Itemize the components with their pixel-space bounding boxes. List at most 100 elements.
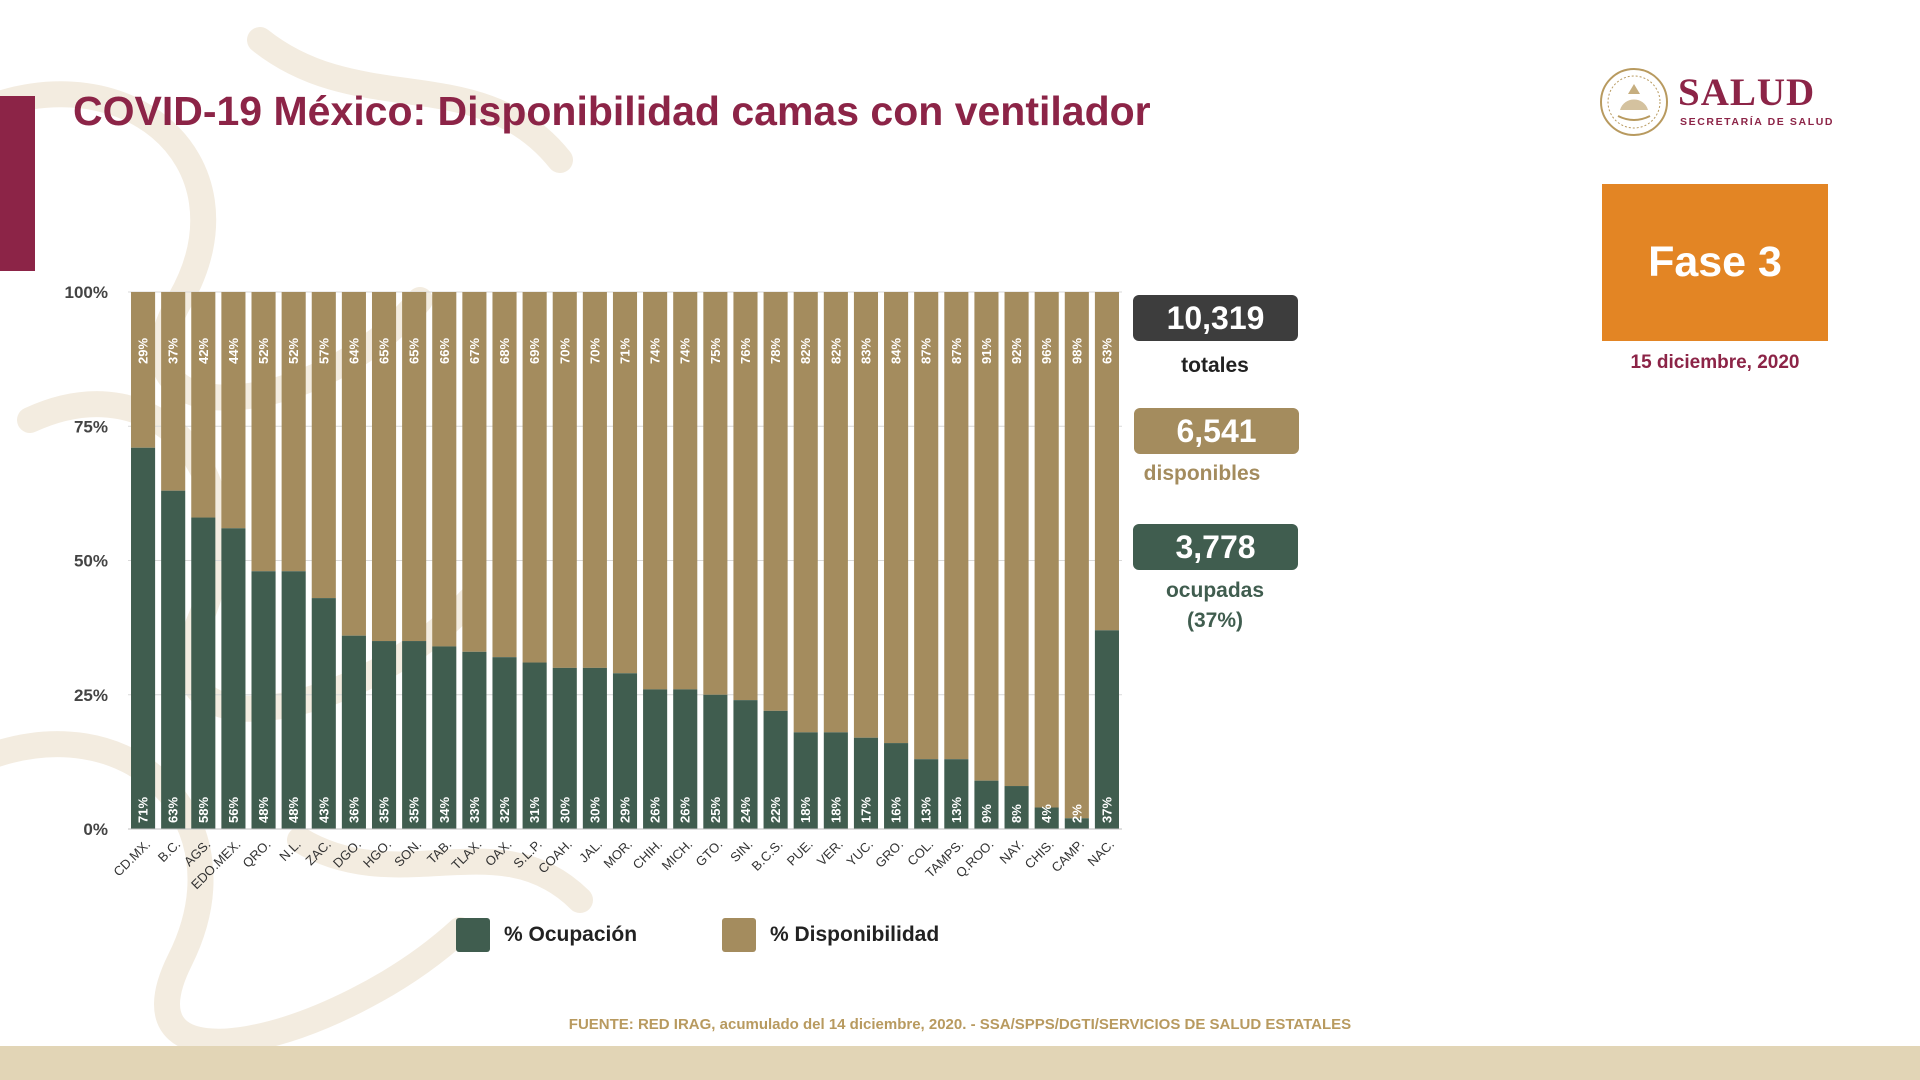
data-label-available: 96% — [1039, 338, 1054, 364]
data-label-occupied: 18% — [828, 797, 843, 823]
bar-occupied — [793, 732, 818, 829]
bar-occupied — [884, 743, 909, 829]
data-label-available: 57% — [316, 338, 331, 364]
logo-wordmark: SALUD — [1678, 71, 1816, 114]
data-label-occupied: 37% — [1099, 797, 1114, 823]
bar-available — [191, 292, 216, 518]
occupied-beds-label: ocupadas — [1165, 579, 1265, 602]
bar-occupied — [944, 759, 969, 829]
data-label-occupied: 25% — [708, 797, 723, 823]
page-title: COVID-19 México: Disponibilidad camas co… — [73, 88, 1151, 134]
bar-available — [341, 292, 366, 636]
y-tick-label: 50% — [74, 552, 108, 571]
data-label-available: 83% — [858, 338, 873, 364]
bar-occupied — [221, 528, 246, 829]
bar-occupied — [371, 641, 397, 829]
bar-occupied — [251, 571, 276, 829]
source-note: FUENTE: RED IRAG, acumulado del 14 dicie… — [568, 1016, 1352, 1033]
data-label-occupied: 9% — [979, 804, 994, 823]
x-tick-label: OAX. — [482, 837, 515, 870]
data-label-occupied: 31% — [527, 797, 542, 823]
data-label-occupied: 13% — [949, 797, 964, 823]
legend-occupied: % Ocupación — [456, 918, 637, 952]
x-tick-label: B.C. — [155, 837, 183, 865]
x-tick-label: B.C.S. — [749, 837, 786, 874]
bar-occupied — [402, 641, 427, 829]
total-beds-label: totales — [1181, 354, 1249, 377]
data-label-occupied: 35% — [407, 797, 422, 823]
data-label-occupied: 22% — [768, 797, 783, 823]
data-label-occupied: 30% — [587, 797, 602, 823]
data-label-occupied: 48% — [286, 797, 301, 823]
bar-available — [131, 292, 156, 448]
data-label-occupied: 26% — [678, 797, 693, 823]
bar-occupied — [853, 737, 879, 829]
x-tick-label: PUE. — [784, 837, 816, 869]
data-label-occupied: 17% — [858, 797, 873, 823]
x-tick-label: CD.MX. — [110, 837, 153, 880]
legend-label-occupied: % Ocupación — [504, 923, 638, 946]
data-label-available: 64% — [346, 338, 361, 364]
data-label-available: 42% — [196, 338, 211, 364]
data-label-available: 68% — [497, 338, 512, 364]
bar-available — [853, 292, 879, 738]
bar-occupied — [281, 571, 306, 829]
bar-occupied — [1004, 786, 1029, 829]
data-label-available: 70% — [587, 338, 602, 364]
data-label-available: 82% — [828, 338, 843, 364]
accent-bar — [0, 96, 35, 271]
data-label-occupied: 13% — [919, 797, 934, 823]
data-label-available: 71% — [618, 338, 633, 364]
bar-occupied — [492, 657, 517, 829]
occupied-beds-percent: (37%) — [1186, 609, 1244, 632]
available-beds-label: disponibles — [1143, 462, 1261, 485]
x-tick-label: ZAC. — [302, 837, 334, 869]
bar-available — [251, 292, 276, 572]
bar-available — [643, 292, 668, 690]
data-label-available: 75% — [708, 338, 723, 364]
data-label-available: 65% — [407, 338, 422, 364]
x-tick-label: DGO. — [330, 837, 364, 871]
bar-occupied — [643, 689, 668, 829]
bar-available — [552, 292, 577, 668]
data-label-occupied: 33% — [467, 797, 482, 823]
bar-occupied — [552, 667, 577, 829]
data-label-occupied: 4% — [1039, 804, 1054, 823]
bar-available — [703, 292, 728, 695]
data-label-available: 87% — [949, 338, 964, 364]
data-label-occupied: 16% — [889, 797, 904, 823]
bar-occupied — [733, 700, 758, 829]
y-tick-label: 25% — [74, 686, 108, 705]
data-label-available: 52% — [256, 338, 271, 364]
bar-available — [371, 292, 397, 642]
bar-available — [281, 292, 306, 572]
bar-available — [823, 292, 848, 733]
bar-occupied — [974, 780, 999, 829]
x-tick-label: GRO. — [872, 837, 906, 871]
bar-available — [673, 292, 698, 690]
bar-occupied — [703, 694, 728, 829]
phase-date: 15 diciembre, 2020 — [1630, 352, 1800, 373]
total-beds-box: 10,319 — [1133, 295, 1298, 341]
data-label-occupied: 43% — [316, 797, 331, 823]
bar-occupied — [582, 667, 607, 829]
x-tick-label: COAH. — [535, 837, 575, 877]
bar-available — [884, 292, 909, 744]
x-tick-label: MOR. — [601, 837, 636, 872]
salud-logo: SALUD SECRETARÍA DE SALUD — [1596, 62, 1836, 142]
bar-available — [432, 292, 457, 647]
data-label-occupied: 32% — [497, 797, 512, 823]
data-label-occupied: 18% — [798, 797, 813, 823]
x-tick-label: CAMP. — [1048, 837, 1087, 876]
bar-occupied — [131, 447, 156, 829]
data-label-available: 66% — [437, 338, 452, 364]
bar-available — [793, 292, 818, 733]
y-tick-label: 0% — [83, 820, 108, 839]
bar-available — [914, 292, 939, 760]
bar-occupied — [522, 662, 547, 829]
data-label-available: 74% — [678, 338, 693, 364]
mexico-coat-of-arms-icon — [1600, 68, 1668, 136]
data-label-occupied: 26% — [648, 797, 663, 823]
